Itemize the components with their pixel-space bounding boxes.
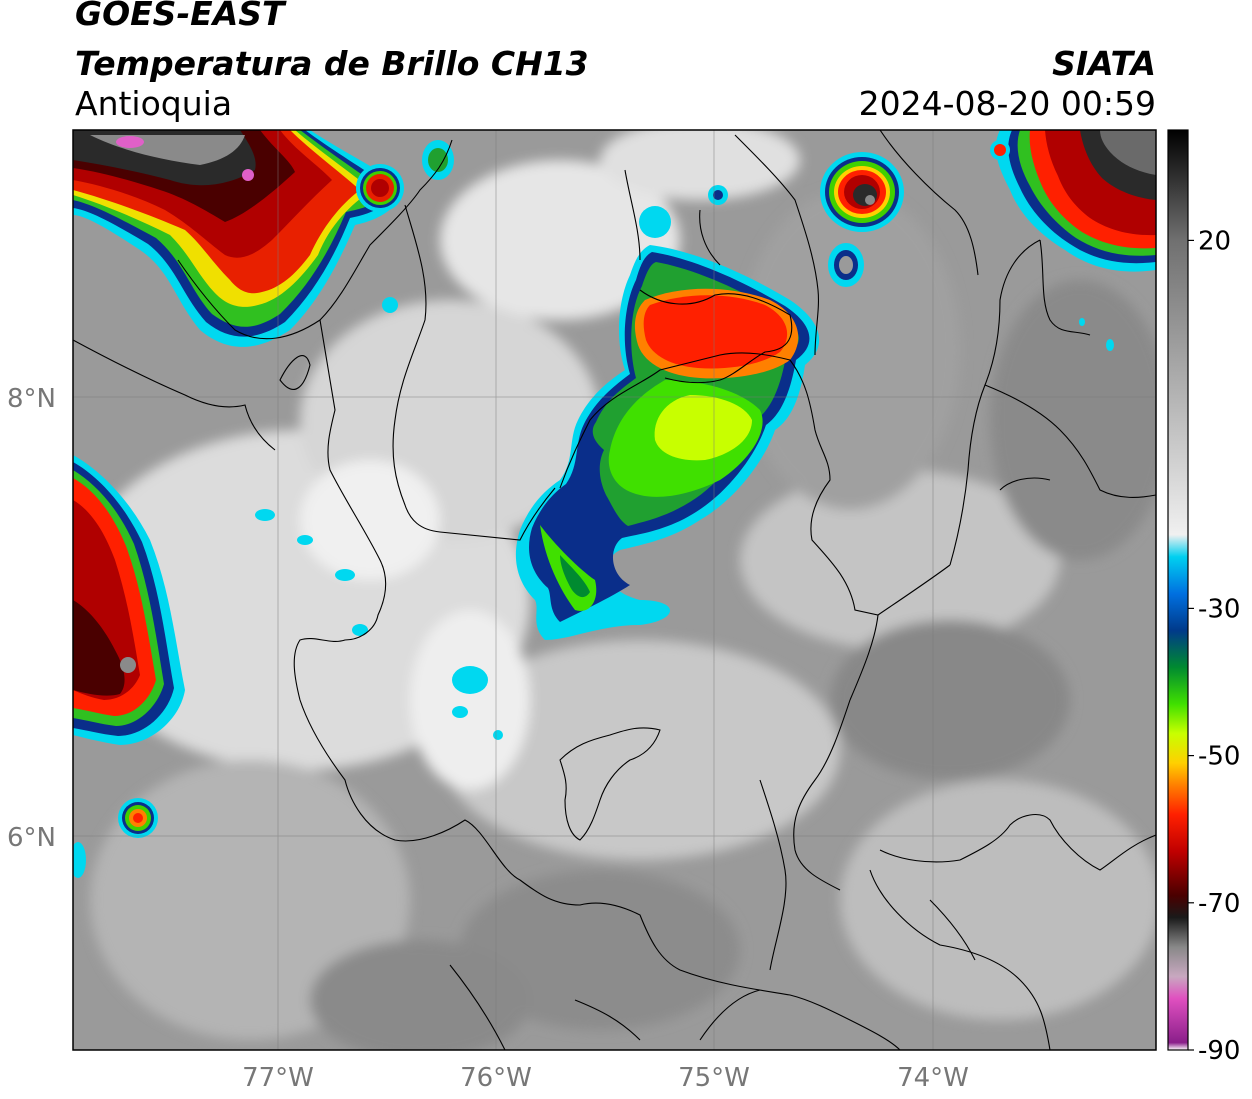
longitude-label-74w: 74°W — [897, 1063, 969, 1093]
latitude-label-8n: 8°N — [7, 384, 56, 414]
colorbar-tick-label: -70 — [1198, 889, 1240, 919]
longitude-labels: 77°W 76°W 75°W 74°W — [242, 1063, 969, 1093]
colorbar-tick-label: 20 — [1198, 226, 1231, 256]
longitude-label-76w: 76°W — [460, 1063, 532, 1093]
colorbar-tick-label: -90 — [1198, 1036, 1240, 1066]
longitude-label-75w: 75°W — [678, 1063, 750, 1093]
satellite-title: GOES-EAST — [75, 0, 285, 33]
map-frame — [72, 129, 1157, 1051]
latitude-label-6n: 6°N — [7, 823, 56, 853]
colorbar-frame — [1167, 129, 1189, 1051]
storm-west — [73, 455, 185, 878]
political-boundaries — [73, 130, 1156, 1050]
brightness-temperature-imagery — [73, 130, 1156, 1050]
region-label: Antioquia — [75, 84, 233, 123]
longitude-label-77w: 77°W — [242, 1063, 314, 1093]
temperature-colorbar: 20 -30 -50 -70 -90 — [1167, 129, 1240, 1066]
map-gridlines — [73, 130, 1156, 1050]
datetime-label: 2024-08-20 00:59 — [858, 84, 1156, 123]
small-convective-cells — [255, 140, 1114, 740]
storm-northeast — [820, 130, 1156, 287]
latitude-labels: 8°N 6°N — [7, 384, 56, 853]
storm-central — [515, 185, 820, 640]
organization-label: SIATA — [1052, 44, 1156, 83]
colorbar-tick-label: -50 — [1198, 742, 1240, 772]
storm-northwest — [73, 130, 404, 347]
product-title: Temperatura de Brillo CH13 — [75, 44, 589, 83]
colorbar-tick-label: -30 — [1198, 594, 1240, 624]
